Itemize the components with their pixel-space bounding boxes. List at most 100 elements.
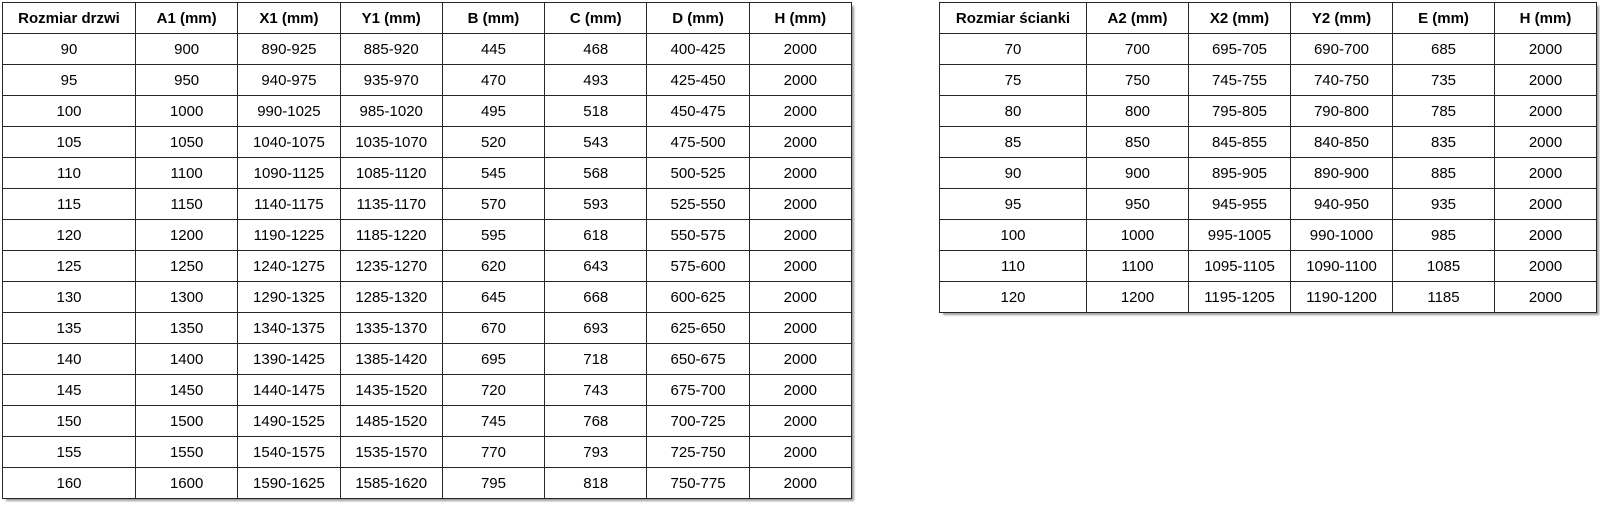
table-cell: 675-700: [646, 374, 750, 406]
table-cell: 818: [544, 467, 648, 499]
table-cell: 670: [441, 312, 546, 344]
table-cell: 650-675: [646, 343, 750, 375]
table-cell: 2000: [1494, 64, 1597, 96]
table-row: 105 1050 1040-1075 1035-1070 520 543 475-500 20…: [2, 126, 853, 158]
door-sizes-table: Rozmiar drzwi A1 (mm) X1 (mm) Y1 (mm) B (mm)…: [2, 2, 853, 499]
table-cell: 593: [544, 188, 648, 220]
table-cell: 140: [2, 343, 136, 375]
table-cell: 1250: [134, 250, 239, 282]
table-cell: 1400: [134, 343, 239, 375]
table-cell: 2000: [748, 467, 853, 499]
table-cell: 645: [441, 281, 546, 313]
table-cell: 845-855: [1188, 126, 1291, 158]
column-header: B (mm): [441, 2, 546, 34]
table-cell: 2000: [748, 126, 853, 158]
table-cell: 770: [441, 436, 546, 468]
table-cell: 468: [544, 33, 648, 65]
table-cell: 620: [441, 250, 546, 282]
table-cell: 520: [441, 126, 546, 158]
table-cell: 120: [2, 219, 136, 251]
table-cell: 445: [441, 33, 546, 65]
table-cell: 1385-1420: [339, 343, 443, 375]
table-cell: 945-955: [1188, 188, 1291, 220]
table-cell: 785: [1392, 95, 1495, 127]
table-cell: 1485-1520: [339, 405, 443, 437]
table-row: 75 750 745-755 740-750 735 2000: [939, 64, 1597, 96]
table-cell: 2000: [1494, 95, 1597, 127]
table-cell: 125: [2, 250, 136, 282]
table-cell: 100: [2, 95, 136, 127]
table-cell: 768: [544, 405, 648, 437]
table-cell: 1040-1075: [237, 126, 341, 158]
table-cell: 135: [2, 312, 136, 344]
table-cell: 1300: [134, 281, 239, 313]
table-cell: 793: [544, 436, 648, 468]
table-cell: 90: [939, 157, 1087, 189]
table-cell: 840-850: [1290, 126, 1393, 158]
header-row: Rozmiar ścianki A2 (mm) X2 (mm) Y2 (mm) E (m…: [939, 2, 1597, 34]
table-cell: 110: [939, 250, 1087, 282]
table-cell: 1585-1620: [339, 467, 443, 499]
table-cell: 740-750: [1290, 64, 1393, 96]
table-cell: 1090-1125: [237, 157, 341, 189]
table-cell: 2000: [748, 281, 853, 313]
column-header: A2 (mm): [1086, 2, 1189, 34]
table-row: 95 950 940-975 935-970 470 493 425-450 2000: [2, 64, 853, 96]
table-cell: 950: [1086, 188, 1189, 220]
table-cell: 625-650: [646, 312, 750, 344]
table-cell: 1190-1225: [237, 219, 341, 251]
table-cell: 743: [544, 374, 648, 406]
table-cell: 900: [134, 33, 239, 65]
table-cell: 940-975: [237, 64, 341, 96]
table-cell: 695-705: [1188, 33, 1291, 65]
table-cell: 835: [1392, 126, 1495, 158]
table-cell: 1450: [134, 374, 239, 406]
table-row: 140 1400 1390-1425 1385-1420 695 718 650-675 20…: [2, 343, 853, 375]
table-cell: 2000: [1494, 250, 1597, 282]
table-cell: 900: [1086, 157, 1189, 189]
table-row: 155 1550 1540-1575 1535-1570 770 793 725-750 20…: [2, 436, 853, 468]
table-row: 150 1500 1490-1525 1485-1520 745 768 700-725 20…: [2, 405, 853, 437]
table-cell: 1000: [1086, 219, 1189, 251]
table-cell: 80: [939, 95, 1087, 127]
table-cell: 160: [2, 467, 136, 499]
table-row: 100 1000 990-1025 985-1020 495 518 450-475 2000: [2, 95, 853, 127]
column-header: Y2 (mm): [1290, 2, 1393, 34]
table-cell: 1540-1575: [237, 436, 341, 468]
table-cell: 990-1025: [237, 95, 341, 127]
table-cell: 1135-1170: [339, 188, 443, 220]
table-cell: 500-525: [646, 157, 750, 189]
table-cell: 1335-1370: [339, 312, 443, 344]
table-cell: 1140-1175: [237, 188, 341, 220]
table-row: 110 1100 1095-1105 1090-1100 1085 2000: [939, 250, 1597, 282]
table-cell: 595: [441, 219, 546, 251]
table-cell: 1490-1525: [237, 405, 341, 437]
table-cell: 745-755: [1188, 64, 1291, 96]
table-cell: 850: [1086, 126, 1189, 158]
table-cell: 2000: [748, 188, 853, 220]
table-row: 130 1300 1290-1325 1285-1320 645 668 600-625 20…: [2, 281, 853, 313]
column-header: H (mm): [1494, 2, 1597, 34]
table-cell: 600-625: [646, 281, 750, 313]
table-cell: 885: [1392, 157, 1495, 189]
table-cell: 450-475: [646, 95, 750, 127]
table-cell: 2000: [748, 343, 853, 375]
table-cell: 145: [2, 374, 136, 406]
table-cell: 1440-1475: [237, 374, 341, 406]
table-row: 95 950 945-955 940-950 935 2000: [939, 188, 1597, 220]
table-cell: 1435-1520: [339, 374, 443, 406]
table-cell: 700-725: [646, 405, 750, 437]
table-row: 115 1150 1140-1175 1135-1170 570 593 525-550 20…: [2, 188, 853, 220]
table-row: 70 700 695-705 690-700 685 2000: [939, 33, 1597, 65]
column-header: X2 (mm): [1188, 2, 1291, 34]
header-row: Rozmiar drzwi A1 (mm) X1 (mm) Y1 (mm) B (mm)…: [2, 2, 853, 34]
table-cell: 1100: [1086, 250, 1189, 282]
table-row: 90 900 895-905 890-900 885 2000: [939, 157, 1597, 189]
table-cell: 1035-1070: [339, 126, 443, 158]
table-cell: 1090-1100: [1290, 250, 1393, 282]
table-cell: 1600: [134, 467, 239, 499]
table-cell: 2000: [1494, 157, 1597, 189]
table-cell: 85: [939, 126, 1087, 158]
table-cell: 1390-1425: [237, 343, 341, 375]
table-cell: 750-775: [646, 467, 750, 499]
